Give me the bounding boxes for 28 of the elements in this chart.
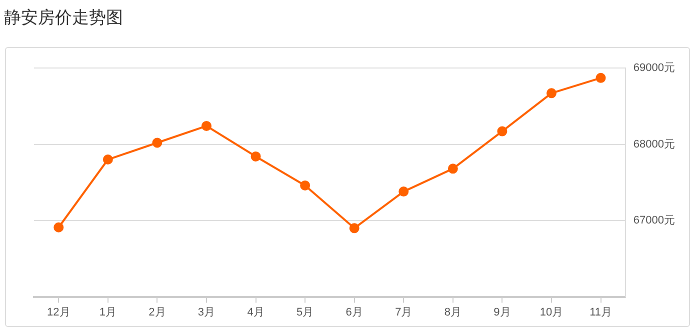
point bbox=[300, 180, 310, 190]
point bbox=[398, 186, 409, 197]
point bbox=[497, 126, 508, 136]
x-tick-label: 10月 bbox=[540, 306, 564, 318]
point bbox=[448, 164, 458, 174]
point bbox=[201, 120, 212, 131]
y-tick-label: 67000元 bbox=[633, 214, 676, 227]
x-tick-label: 11月 bbox=[590, 306, 612, 318]
point bbox=[596, 72, 606, 83]
point bbox=[102, 154, 113, 165]
point bbox=[349, 223, 360, 234]
x-tick-label: 2月 bbox=[148, 306, 166, 318]
point bbox=[54, 222, 64, 232]
y-tick-label: 68000元 bbox=[633, 138, 676, 150]
x-tick-label: 8月 bbox=[444, 306, 462, 318]
x-tick-label: 3月 bbox=[198, 306, 216, 318]
x-tick-label: 6月 bbox=[346, 306, 363, 318]
x-tick-label: 12月 bbox=[47, 306, 70, 318]
x-tick-label: 7月 bbox=[395, 306, 412, 318]
y-tick-label: 69000元 bbox=[633, 62, 676, 74]
x-tick-label: 1月 bbox=[99, 306, 116, 318]
point bbox=[546, 88, 556, 98]
point bbox=[152, 138, 162, 148]
x-tick-label: 9月 bbox=[494, 306, 511, 318]
chart-title: 静安房价走势图 bbox=[4, 7, 123, 29]
point bbox=[250, 151, 261, 162]
x-tick-label: 5月 bbox=[296, 306, 314, 318]
x-tick-label: 4月 bbox=[247, 306, 264, 318]
